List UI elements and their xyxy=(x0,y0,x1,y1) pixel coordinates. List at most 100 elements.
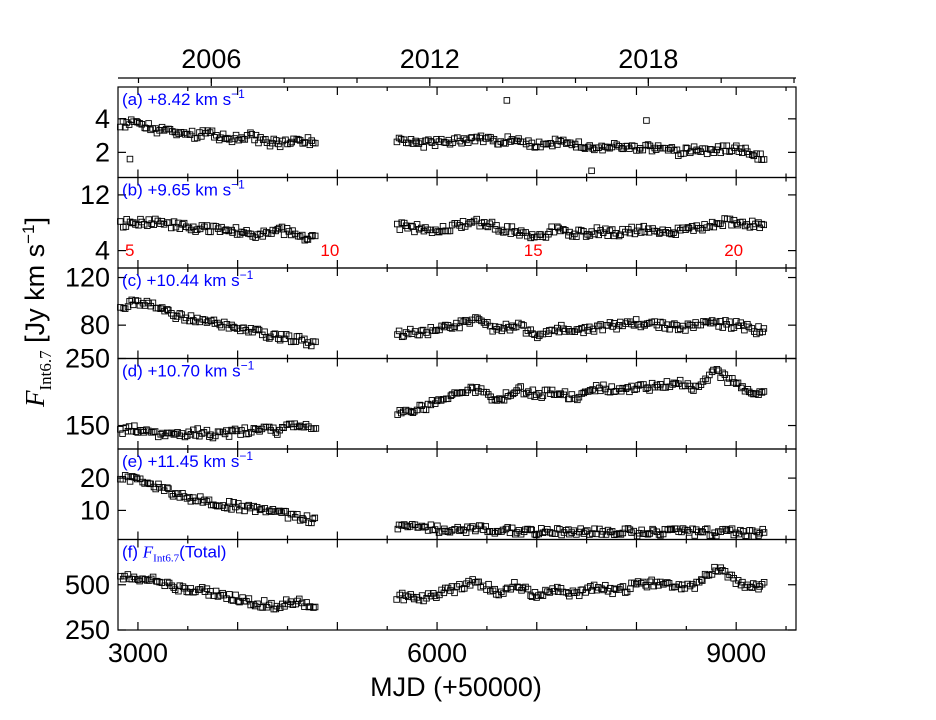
data-point xyxy=(466,320,474,327)
data-point xyxy=(262,136,269,143)
data-point xyxy=(404,330,412,338)
data-point xyxy=(456,324,463,332)
x-axis-title: MJD (+50000) xyxy=(370,672,542,702)
data-point xyxy=(416,331,423,339)
data-point xyxy=(554,391,561,398)
data-point xyxy=(165,485,172,492)
panel-label-text: (e) +11.45 km s xyxy=(122,452,239,471)
data-point xyxy=(250,601,257,608)
data-point xyxy=(545,330,552,337)
data-point xyxy=(503,97,511,104)
data-point xyxy=(483,222,490,230)
data-point xyxy=(312,139,319,147)
data-point xyxy=(196,225,204,233)
data-point xyxy=(185,224,193,232)
data-point xyxy=(402,522,410,529)
data-point xyxy=(290,423,297,431)
data-point xyxy=(295,136,302,143)
y-tick-label: 4 xyxy=(95,236,110,266)
data-point xyxy=(668,230,675,238)
data-point xyxy=(668,584,676,591)
data-point xyxy=(748,151,756,159)
data-point xyxy=(642,385,650,392)
data-point xyxy=(703,525,711,532)
panel-label-subscript: Int6.7 xyxy=(153,553,179,565)
data-point xyxy=(561,328,569,335)
data-point xyxy=(722,317,729,324)
data-point xyxy=(168,582,176,590)
data-point xyxy=(147,302,155,310)
data-point xyxy=(270,135,278,143)
data-point xyxy=(432,226,439,234)
data-point xyxy=(684,320,692,328)
data-point xyxy=(131,422,138,429)
data-point xyxy=(278,223,286,231)
data-point xyxy=(701,145,709,152)
data-point xyxy=(504,223,511,230)
top-axis-year-label: 2018 xyxy=(618,44,678,74)
data-point xyxy=(595,231,602,239)
data-point xyxy=(305,603,313,611)
data-point xyxy=(699,577,706,584)
data-point xyxy=(697,224,704,232)
data-point xyxy=(548,386,556,394)
panel-label: (e) +11.45 km s−1 xyxy=(122,449,253,471)
data-point xyxy=(150,428,157,436)
data-point xyxy=(604,526,612,534)
data-point xyxy=(619,384,626,392)
data-point xyxy=(507,138,514,145)
y-axis-title-symbol: F xyxy=(20,390,50,408)
data-point xyxy=(502,585,510,593)
data-point xyxy=(702,318,709,326)
cycle-number: 5 xyxy=(125,241,134,260)
data-point xyxy=(710,366,717,374)
data-point xyxy=(473,215,480,223)
data-point xyxy=(413,221,421,228)
data-point xyxy=(585,388,592,395)
data-point xyxy=(524,232,531,240)
data-point xyxy=(146,577,153,584)
data-point xyxy=(196,586,204,593)
data-point xyxy=(600,381,607,389)
data-point xyxy=(628,529,635,536)
data-point xyxy=(185,588,192,596)
data-point xyxy=(611,531,618,538)
data-point xyxy=(126,478,134,485)
data-point xyxy=(458,224,465,231)
data-point xyxy=(644,531,652,538)
data-point xyxy=(760,221,767,229)
data-point xyxy=(252,131,260,139)
data-point xyxy=(554,525,561,532)
data-point xyxy=(196,129,203,136)
data-point xyxy=(591,230,598,238)
data-point xyxy=(682,144,690,152)
data-point xyxy=(741,222,749,230)
data-point xyxy=(233,427,241,435)
data-point xyxy=(473,384,481,391)
data-point xyxy=(602,225,609,233)
data-point xyxy=(188,127,196,135)
data-point xyxy=(604,232,611,239)
data-point xyxy=(760,156,768,163)
data-point xyxy=(638,579,645,587)
data-point xyxy=(312,425,320,432)
data-point xyxy=(301,335,308,343)
data-point xyxy=(124,473,132,481)
data-point xyxy=(502,140,509,147)
data-point xyxy=(472,527,479,535)
data-point xyxy=(547,390,554,397)
data-point xyxy=(637,229,645,236)
x-tick-label: 9000 xyxy=(706,638,766,668)
data-point xyxy=(664,579,671,586)
panel-frame xyxy=(117,538,797,631)
data-point xyxy=(266,423,273,431)
data-point xyxy=(625,226,632,233)
data-point xyxy=(595,322,603,330)
data-point xyxy=(584,143,592,151)
data-point xyxy=(147,575,155,583)
data-point xyxy=(483,388,490,396)
data-point xyxy=(700,318,707,325)
bottom-mjd-axis: 3000 6000 9000 xyxy=(108,638,766,668)
data-point xyxy=(724,379,731,387)
